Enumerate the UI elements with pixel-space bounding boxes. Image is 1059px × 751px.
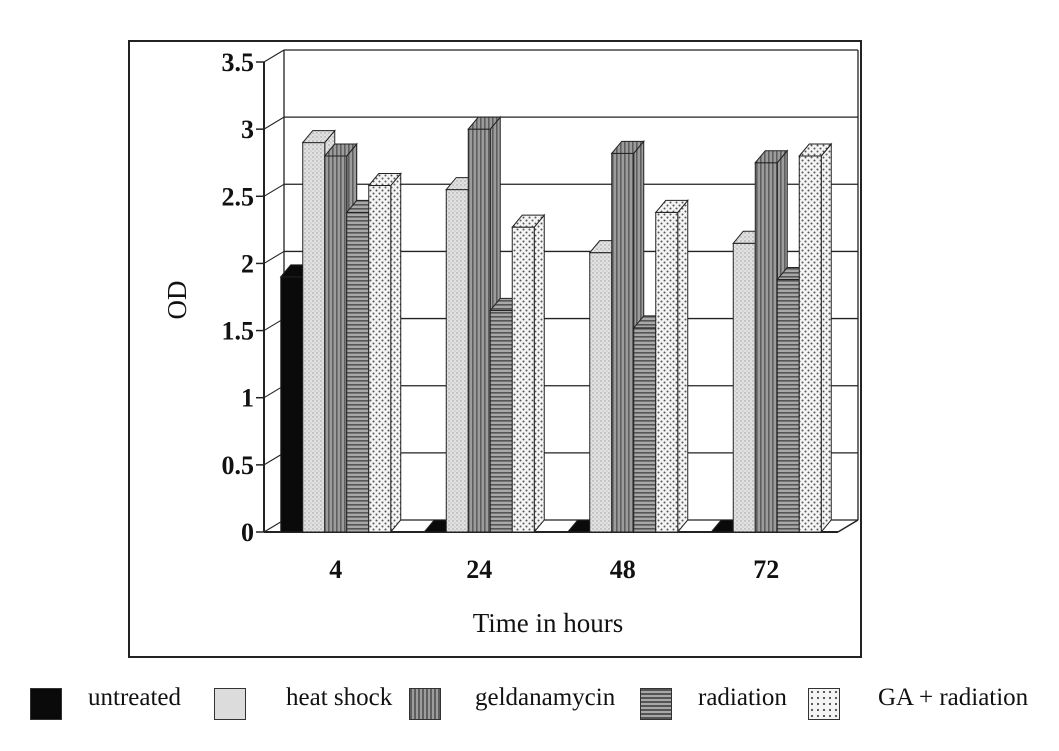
y-axis-title: OD — [162, 281, 192, 320]
bar-ga-radiation-48-side — [677, 199, 689, 534]
bar-radiation-72-front — [776, 279, 800, 533]
bar-ga-radiation-4-front — [368, 185, 392, 533]
bar-ga-radiation-48-top — [654, 199, 689, 213]
bar-radiation-48-front — [633, 327, 657, 533]
legend-label-heat-shock: heat shock — [286, 684, 393, 711]
x-axis-title: Time in hours — [473, 608, 624, 638]
legend-label-geldanamycin: geldanamycin — [475, 684, 616, 711]
y-tick-label: 3 — [241, 115, 254, 144]
gridline-side — [263, 183, 285, 197]
bar-geldanamycin-48-top — [610, 140, 645, 154]
legend-label-untreated: untreated — [88, 684, 182, 711]
bar-ga-radiation-72-front — [798, 155, 822, 533]
bar-ga-radiation-24-top — [511, 214, 546, 228]
bar-heat-shock-24-front — [445, 189, 469, 533]
bar-ga-radiation-72 — [798, 142, 833, 534]
bars — [279, 115, 833, 534]
x-tick-label: 72 — [753, 555, 779, 584]
bar-ga-radiation-4-top — [367, 173, 402, 187]
y-tick-label: 1 — [241, 384, 254, 413]
bar-heat-shock-4-front — [302, 142, 326, 533]
bar-geldanamycin-24-top — [467, 116, 502, 130]
bar-geldanamycin-48-front — [611, 152, 635, 533]
bar-radiation-4-front — [346, 211, 370, 533]
y-tick-label: 2.5 — [222, 182, 255, 211]
bar-radiation-24-front — [489, 309, 513, 533]
bar-ga-radiation-72-side — [820, 142, 832, 534]
y-tick-label: 0 — [241, 518, 254, 547]
axis-labels: 0 0.5 1 1.5 2 2.5 3 3.5 4 24 48 72 — [222, 48, 780, 584]
y-tick-label: 0.5 — [222, 451, 255, 480]
legend-label-radiation: radiation — [698, 684, 787, 711]
gridline-side — [263, 250, 285, 264]
bar-ga-radiation-24-side — [533, 213, 545, 534]
chart-frame — [128, 40, 862, 658]
legend-swatch-radiation — [640, 688, 672, 720]
bar-geldanamycin-4-top — [323, 143, 358, 157]
gridline-side — [263, 116, 285, 130]
bar-ga-radiation-4-side — [390, 172, 402, 534]
bar-untreated-4-front — [280, 276, 304, 533]
legend-label-ga-radiation: GA + radiation — [878, 684, 1029, 711]
x-tick-label: 4 — [329, 555, 342, 584]
bar-heat-shock-48-front — [589, 252, 613, 533]
bar-ga-radiation-24-front — [511, 226, 535, 533]
y-tick-label: 1.5 — [222, 317, 255, 346]
bar-ga-radiation-72-top — [798, 143, 833, 157]
gridline-side — [263, 49, 285, 63]
x-tick-label: 48 — [610, 555, 636, 584]
bar-ga-radiation-24 — [511, 213, 546, 534]
bar-ga-radiation-4 — [367, 172, 402, 534]
x-tick-label: 24 — [466, 555, 492, 584]
legend-swatch-geldanamycin — [409, 688, 441, 720]
y-tick-label: 2 — [241, 249, 254, 278]
bar-heat-shock-4-top — [301, 130, 336, 144]
bar-ga-radiation-48-front — [655, 211, 679, 533]
bar-ga-radiation-48 — [654, 199, 689, 534]
bar-heat-shock-72-front — [732, 242, 756, 533]
bar-geldanamycin-24-front — [467, 128, 491, 533]
legend: untreated heat shock geldanamycin radiat… — [0, 676, 1059, 726]
legend-swatch-untreated — [30, 688, 62, 720]
floor-edge — [837, 519, 859, 533]
bar-geldanamycin-4-front — [324, 155, 348, 533]
legend-swatch-ga-radiation — [808, 688, 840, 720]
y-tick-label: 3.5 — [222, 48, 255, 77]
bar-geldanamycin-72-top — [754, 150, 789, 164]
legend-swatch-heat-shock — [214, 688, 246, 720]
bar-geldanamycin-72-front — [754, 162, 778, 533]
